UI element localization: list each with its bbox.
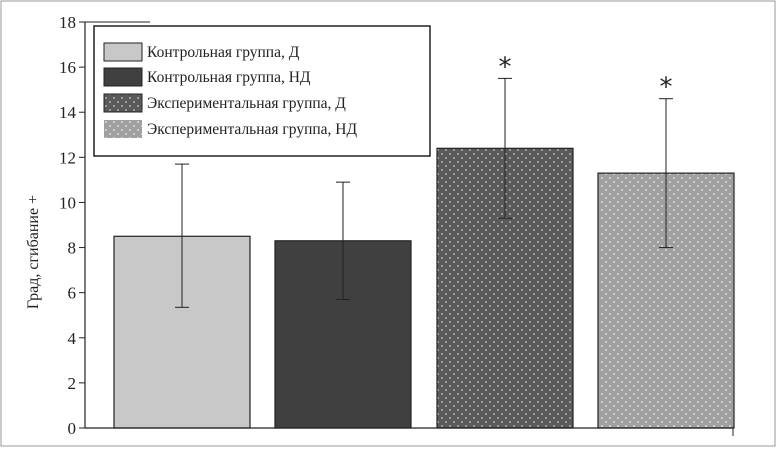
y-axis-ticks: 0 2 4 6 8 10 12 14 16 18	[59, 13, 85, 438]
legend-swatch	[103, 93, 143, 113]
legend-label: Контрольная группа, НД	[147, 69, 311, 86]
legend-label: Экспериментальная группа, Д	[147, 95, 346, 112]
y-tick-label: 18	[59, 13, 76, 32]
legend-swatch	[104, 120, 142, 138]
y-tick-label: 0	[68, 419, 77, 438]
y-tick-label: 8	[68, 239, 77, 258]
y-tick-label: 10	[59, 193, 76, 212]
significance-star: *	[660, 73, 673, 103]
y-tick-label: 6	[68, 284, 77, 303]
y-tick-label: 4	[68, 329, 77, 348]
y-tick-label: 14	[59, 103, 77, 122]
legend-box	[93, 25, 431, 157]
y-tick-label: 16	[59, 58, 76, 77]
legend-swatch	[103, 67, 143, 87]
error-bars: **	[175, 52, 673, 308]
y-axis-label: Град, сгибание +	[25, 195, 42, 309]
legend-label: Экспериментальная группа, НД	[147, 121, 357, 138]
y-tick-label: 12	[59, 148, 76, 167]
significance-star: *	[499, 52, 512, 82]
legend-swatch	[103, 42, 143, 62]
y-tick-label: 2	[68, 374, 77, 393]
legend: Контрольная группа, Д Контрольная группа,…	[93, 25, 431, 157]
bars	[113, 147, 735, 429]
legend-label: Контрольная группа, Д	[147, 44, 300, 61]
